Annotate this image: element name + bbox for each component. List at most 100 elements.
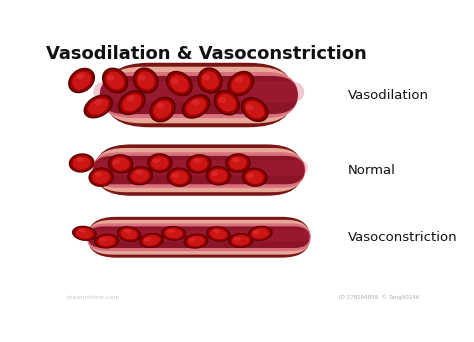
Ellipse shape	[246, 170, 264, 184]
Ellipse shape	[252, 228, 269, 239]
Ellipse shape	[161, 226, 186, 241]
Ellipse shape	[253, 231, 260, 234]
Ellipse shape	[118, 90, 146, 115]
Ellipse shape	[214, 90, 240, 116]
Ellipse shape	[85, 96, 111, 117]
Ellipse shape	[149, 96, 176, 122]
FancyBboxPatch shape	[88, 217, 310, 258]
Ellipse shape	[172, 173, 179, 178]
Text: Vasodilation: Vasodilation	[347, 89, 428, 102]
FancyBboxPatch shape	[94, 148, 303, 192]
Ellipse shape	[73, 227, 95, 240]
Ellipse shape	[133, 67, 159, 94]
Ellipse shape	[207, 167, 229, 184]
Ellipse shape	[104, 69, 127, 92]
FancyBboxPatch shape	[104, 63, 293, 127]
Ellipse shape	[76, 228, 93, 239]
FancyBboxPatch shape	[90, 160, 308, 176]
Ellipse shape	[92, 170, 110, 184]
Ellipse shape	[183, 234, 209, 249]
Ellipse shape	[94, 234, 119, 249]
Ellipse shape	[206, 166, 231, 186]
Ellipse shape	[190, 157, 208, 171]
Ellipse shape	[183, 96, 209, 117]
Ellipse shape	[90, 169, 112, 186]
Ellipse shape	[95, 172, 102, 176]
Ellipse shape	[186, 154, 211, 173]
Ellipse shape	[191, 99, 200, 105]
Ellipse shape	[185, 235, 207, 248]
Ellipse shape	[213, 229, 220, 233]
Ellipse shape	[197, 67, 223, 94]
Ellipse shape	[165, 228, 182, 239]
Ellipse shape	[242, 168, 267, 187]
Ellipse shape	[229, 156, 247, 170]
Ellipse shape	[154, 101, 172, 119]
Ellipse shape	[210, 169, 227, 183]
Ellipse shape	[232, 158, 239, 162]
Ellipse shape	[137, 71, 155, 90]
Ellipse shape	[233, 237, 241, 240]
Ellipse shape	[231, 75, 250, 92]
Ellipse shape	[182, 94, 210, 119]
Ellipse shape	[122, 94, 141, 111]
Ellipse shape	[138, 75, 146, 81]
Ellipse shape	[166, 71, 193, 96]
Ellipse shape	[243, 98, 267, 120]
Ellipse shape	[201, 71, 219, 90]
Ellipse shape	[193, 158, 201, 163]
Ellipse shape	[171, 170, 188, 184]
FancyBboxPatch shape	[103, 67, 295, 123]
Ellipse shape	[136, 170, 143, 175]
Text: Vasodilation & Vasoconstriction: Vasodilation & Vasoconstriction	[46, 45, 366, 63]
Ellipse shape	[118, 227, 140, 241]
Ellipse shape	[168, 73, 191, 95]
Ellipse shape	[71, 155, 93, 171]
Ellipse shape	[152, 158, 160, 163]
Ellipse shape	[88, 98, 109, 115]
Ellipse shape	[248, 226, 273, 241]
Ellipse shape	[131, 169, 149, 183]
Ellipse shape	[208, 227, 229, 241]
Text: Vasoconstriction: Vasoconstriction	[347, 231, 457, 244]
FancyBboxPatch shape	[87, 223, 311, 251]
Ellipse shape	[124, 229, 131, 233]
Ellipse shape	[68, 68, 95, 93]
Ellipse shape	[96, 235, 118, 248]
Ellipse shape	[76, 74, 84, 80]
Text: dreamstime.com: dreamstime.com	[66, 295, 120, 300]
FancyBboxPatch shape	[100, 76, 298, 114]
FancyBboxPatch shape	[100, 72, 298, 118]
Ellipse shape	[112, 157, 129, 171]
Ellipse shape	[72, 71, 91, 89]
Ellipse shape	[73, 156, 91, 170]
FancyBboxPatch shape	[87, 229, 310, 241]
Ellipse shape	[144, 238, 151, 241]
Ellipse shape	[147, 153, 173, 173]
Ellipse shape	[166, 168, 192, 187]
Ellipse shape	[202, 74, 210, 80]
Ellipse shape	[139, 233, 164, 248]
Ellipse shape	[83, 94, 113, 118]
Ellipse shape	[163, 227, 185, 240]
Ellipse shape	[120, 92, 144, 114]
Ellipse shape	[186, 98, 206, 115]
FancyBboxPatch shape	[88, 220, 310, 254]
Ellipse shape	[69, 153, 94, 173]
Ellipse shape	[245, 101, 264, 118]
Ellipse shape	[151, 98, 174, 121]
Ellipse shape	[235, 76, 243, 83]
Ellipse shape	[219, 97, 226, 103]
Ellipse shape	[171, 78, 179, 84]
Ellipse shape	[151, 156, 169, 170]
Text: Normal: Normal	[347, 163, 395, 176]
Ellipse shape	[120, 228, 137, 239]
Ellipse shape	[168, 169, 191, 186]
Ellipse shape	[188, 238, 196, 242]
FancyBboxPatch shape	[93, 81, 304, 103]
Ellipse shape	[232, 235, 249, 246]
Ellipse shape	[210, 171, 219, 176]
Ellipse shape	[98, 236, 116, 246]
Ellipse shape	[199, 69, 221, 92]
Ellipse shape	[187, 236, 205, 246]
